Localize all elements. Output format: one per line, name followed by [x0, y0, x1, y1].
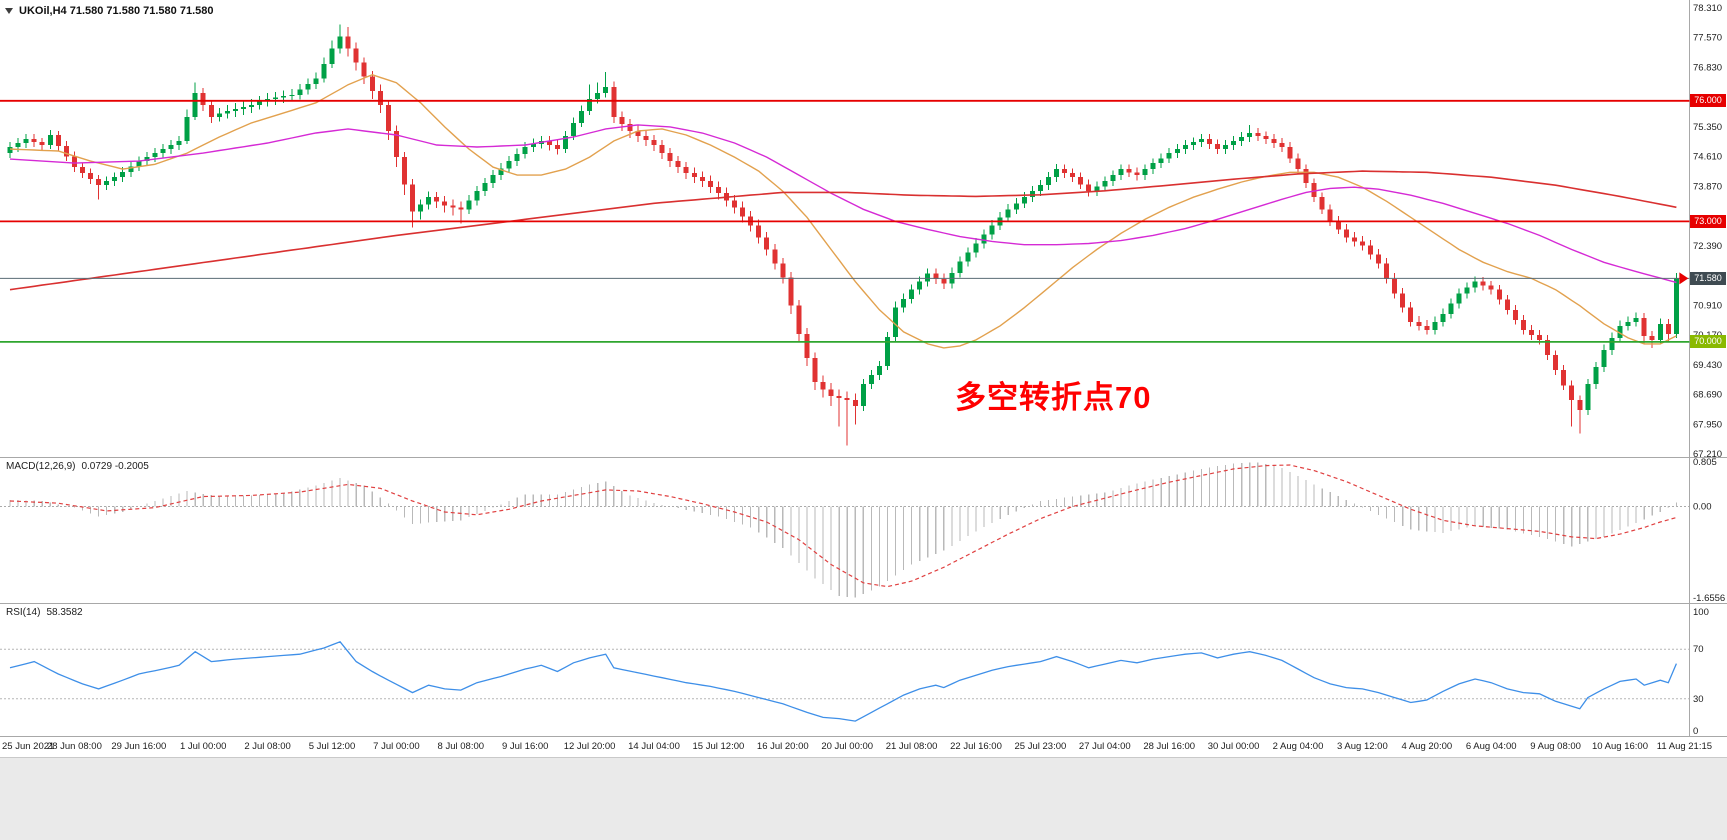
- time-tick: 2 Jul 08:00: [244, 741, 290, 752]
- time-axis[interactable]: [0, 737, 1727, 757]
- time-tick: 16 Jul 20:00: [757, 741, 809, 752]
- rsi-tick: 70: [1693, 644, 1704, 655]
- rsi-value: 58.3582: [46, 607, 83, 618]
- macd-signal-line: [9, 464, 1677, 588]
- time-tick: 8 Jul 08:00: [438, 741, 484, 752]
- time-tick: 6 Aug 04:00: [1466, 741, 1517, 752]
- rsi-tick: 0: [1693, 726, 1698, 737]
- time-tick: 9 Jul 16:00: [502, 741, 548, 752]
- macd-indicator-header: MACD(12,26,9) 0.0729 -0.2005: [6, 461, 149, 472]
- macd-values: 0.0729 -0.2005: [81, 461, 149, 472]
- time-tick: 2 Aug 04:00: [1273, 741, 1324, 752]
- macd-histogram: [9, 462, 1677, 598]
- rsi-line: [9, 641, 1677, 722]
- time-tick: 30 Jul 00:00: [1208, 741, 1260, 752]
- time-tick: 28 Jul 16:00: [1143, 741, 1195, 752]
- rsi-tick: 30: [1693, 694, 1704, 705]
- ma-slow-line: [9, 170, 1677, 291]
- rsi-indicator-header: RSI(14) 58.3582: [6, 607, 83, 618]
- ma-mid-line: [9, 124, 1677, 284]
- price-tick: 72.390: [1693, 241, 1722, 252]
- price-tick: 68.690: [1693, 390, 1722, 401]
- last-price-arrow-icon: [1679, 272, 1689, 285]
- price-tick: 67.950: [1693, 419, 1722, 430]
- symbol-ohlc-title: UKOil,H4 71.580 71.580 71.580 71.580: [19, 5, 214, 17]
- symbol-collapse-icon[interactable]: [5, 8, 13, 14]
- time-tick: 4 Aug 20:00: [1401, 741, 1452, 752]
- time-tick: 25 Jul 23:00: [1015, 741, 1067, 752]
- price-tick: 67.210: [1693, 449, 1722, 460]
- time-tick: 9 Aug 08:00: [1530, 741, 1581, 752]
- ma-fast-line: [9, 73, 1677, 349]
- time-tick: 11 Aug 21:15: [1657, 741, 1712, 752]
- price-badge-76.000: 76.000: [1690, 94, 1726, 108]
- rsi-tick: 100: [1693, 607, 1709, 618]
- time-tick: 29 Jun 16:00: [111, 741, 166, 752]
- macd-tick: -1.6556: [1693, 593, 1725, 604]
- time-tick: 22 Jul 16:00: [950, 741, 1002, 752]
- time-tick: 3 Aug 12:00: [1337, 741, 1388, 752]
- time-tick: 7 Jul 00:00: [373, 741, 419, 752]
- price-badge-70.000: 70.000: [1690, 335, 1726, 349]
- time-tick: 1 Jul 00:00: [180, 741, 226, 752]
- time-tick: 5 Jul 12:00: [309, 741, 355, 752]
- time-tick: 28 Jun 08:00: [47, 741, 102, 752]
- time-tick: 14 Jul 04:00: [628, 741, 680, 752]
- price-badge-73.000: 73.000: [1690, 214, 1726, 228]
- time-tick: 27 Jul 04:00: [1079, 741, 1131, 752]
- price-tick: 77.570: [1693, 33, 1722, 44]
- price-tick: 69.430: [1693, 360, 1722, 371]
- price-tick: 73.870: [1693, 181, 1722, 192]
- macd-tick: 0.00: [1693, 501, 1712, 512]
- chart-area[interactable]: 78.310 77.570 76.830 75.350 74.610 73.870 72.3…: [0, 0, 1727, 757]
- time-tick: 12 Jul 20:00: [564, 741, 616, 752]
- price-tick: 75.350: [1693, 122, 1722, 133]
- time-tick: 20 Jul 00:00: [821, 741, 873, 752]
- price-tick: 70.910: [1693, 300, 1722, 311]
- price-tick: 78.310: [1693, 3, 1722, 14]
- price-badge-71.580: 71.580: [1690, 271, 1726, 285]
- chart-header: UKOil,H4 71.580 71.580 71.580 71.580: [5, 5, 213, 17]
- chart-annotation-text[interactable]: 多空转折点70: [955, 380, 1152, 415]
- time-tick: 10 Aug 16:00: [1592, 741, 1648, 752]
- rsi-label: RSI(14): [6, 607, 41, 618]
- price-tick: 76.830: [1693, 62, 1722, 73]
- price-tick: 74.610: [1693, 152, 1722, 163]
- macd-label: MACD(12,26,9): [6, 461, 76, 472]
- time-tick: 21 Jul 08:00: [886, 741, 938, 752]
- price-axis[interactable]: [1690, 0, 1727, 737]
- candles: [7, 24, 1679, 446]
- window-background: [0, 757, 1727, 840]
- macd-tick: 0.805: [1693, 457, 1717, 468]
- time-tick: 15 Jul 12:00: [693, 741, 745, 752]
- time-tick: 25 Jun 2021: [2, 741, 54, 752]
